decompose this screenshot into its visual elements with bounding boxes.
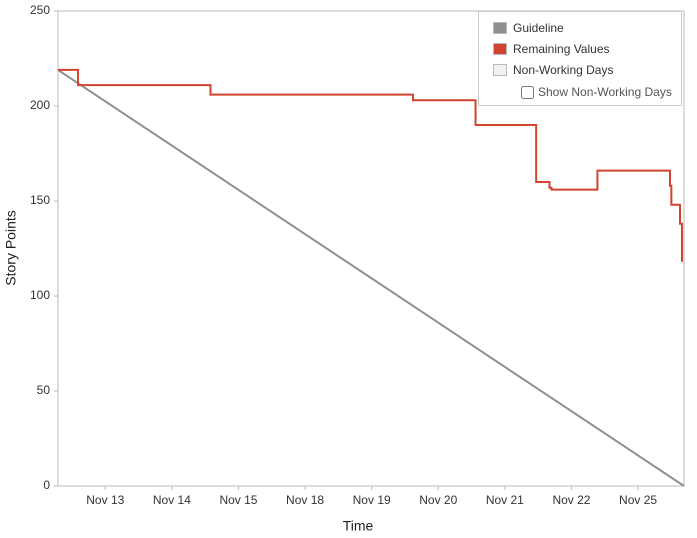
x-tick-label: Nov 13 (86, 493, 124, 507)
x-tick-label: Nov 19 (353, 493, 391, 507)
series-line (57, 69, 685, 487)
x-tick-label: Nov 25 (619, 493, 657, 507)
legend-item: Remaining Values (493, 42, 610, 56)
legend-label: Remaining Values (513, 42, 610, 56)
x-axis-title: Time (343, 518, 374, 534)
series-line (58, 68, 684, 262)
legend-item: Guideline (493, 21, 564, 35)
legend: Guideline Remaining Values Non-Working Day… (478, 11, 682, 106)
x-tick-label: Nov 21 (486, 493, 524, 507)
legend-label: Non-Working Days (513, 63, 614, 77)
legend-swatch (493, 22, 507, 34)
x-tick-label: Nov 18 (286, 493, 324, 507)
checkbox[interactable] (521, 85, 534, 99)
y-axis-title: Story Points (3, 210, 19, 285)
x-tick-label: Nov 14 (153, 493, 191, 507)
legend-item: Non-Working Days (493, 63, 613, 77)
y-tick-label: 150 (30, 193, 50, 207)
legend-swatch (493, 43, 507, 55)
x-tick-label: Nov 20 (419, 493, 457, 507)
x-tick-label: Nov 15 (219, 493, 257, 507)
legend-swatch (493, 64, 507, 76)
y-tick-label: 100 (30, 288, 50, 302)
x-tick-label: Nov 22 (552, 493, 590, 507)
checkbox-label[interactable]: Show Non-Working Days (538, 85, 672, 99)
y-tick-label: 200 (30, 98, 50, 112)
y-tick-label: 0 (43, 478, 50, 492)
y-tick-label: 250 (30, 3, 50, 17)
show-non-working-toggle[interactable]: Show Non-Working Days (521, 85, 672, 99)
y-tick-label: 50 (37, 383, 51, 397)
legend-label: Guideline (513, 21, 564, 35)
